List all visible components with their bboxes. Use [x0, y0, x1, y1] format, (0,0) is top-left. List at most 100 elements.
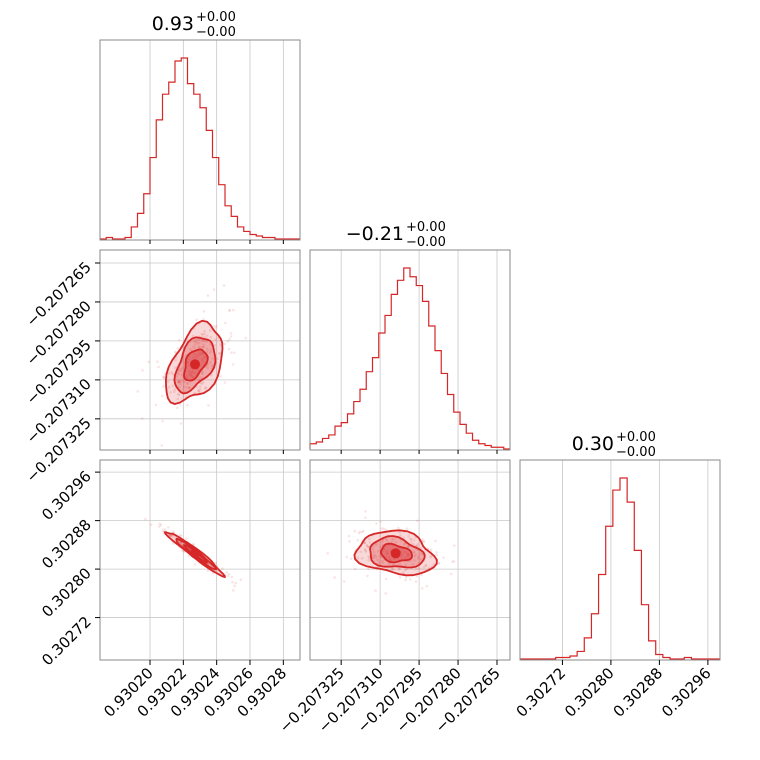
panel-1-0-sample-132 [186, 382, 190, 385]
panel-2-0-sample-87 [221, 567, 224, 570]
title-layer: 0.93 +0.00−0.00−0.21 +0.00−0.000.30 +0.00−0… [152, 10, 656, 460]
title-minus-1: −0.00 [406, 235, 446, 250]
panel-1-0-sample-135 [195, 353, 198, 357]
title-minus-2: −0.00 [616, 445, 656, 460]
panel-2-0-sample-24 [163, 528, 166, 531]
panel-1-0-sample-127 [214, 326, 217, 330]
panel-2-1-sample-136 [372, 556, 375, 560]
panel-2-1-sample-222 [371, 556, 375, 559]
scatter-layer [136, 284, 456, 595]
panel-2-0-sample-1 [169, 534, 172, 538]
panel-1-0-sample-170 [170, 371, 174, 374]
panel-2-0-frame [99, 459, 301, 661]
panel-1-0-sample-80 [203, 329, 206, 333]
panel-1-0-sample-41 [215, 324, 218, 328]
panel-1-0-sample-55 [183, 380, 187, 384]
panel-2-1-sample-115 [406, 544, 410, 548]
panel-1-0-sample-226 [179, 379, 182, 383]
title-2: 0.30 +0.00−0.00 [572, 430, 656, 460]
panel-2-1-sample-35 [368, 541, 372, 544]
panel-2-1-sample-231 [425, 584, 429, 588]
panel-2-1-sample-241 [366, 574, 369, 578]
panel-1-0-sample-125 [206, 347, 209, 351]
panel-1-0-sample-190 [161, 385, 165, 388]
panel-1-0-sample-238 [227, 347, 231, 351]
xtick-label-2-2: 0.30288 [610, 664, 667, 721]
panel-1-0-sample-48 [175, 374, 179, 378]
xtick-label-2-3: 0.30296 [658, 664, 715, 721]
panel-2-1-sample-197 [397, 526, 400, 530]
panel-2-1-sample-218 [407, 545, 410, 548]
panel-2-1-sample-95 [422, 565, 426, 569]
panel-2-1-sample-123 [348, 540, 351, 543]
panel-2-1-sample-16 [359, 550, 363, 554]
panel-1-0-sample-31 [192, 340, 196, 343]
panel-2-1-sample-106 [384, 592, 388, 595]
panel-2-0-sample-128 [169, 534, 172, 538]
panel-1-0-sample-216 [162, 376, 166, 379]
panel-2-1-sample-172 [381, 540, 384, 544]
panel-1-0-sample-242 [228, 338, 231, 341]
panel-1-0-sample-74 [167, 386, 171, 389]
panel-2-0-sample-185 [227, 572, 231, 576]
panel-1-0-sample-217 [230, 351, 233, 354]
panel-2-1-sample-232 [435, 553, 439, 557]
panel-1-0-sample-114 [176, 380, 180, 383]
panel-1-0-sample-79 [194, 340, 198, 344]
panel-2-1-sample-26 [394, 541, 398, 544]
panel-2-1-sample-213 [380, 527, 384, 530]
panel-1-0-sample-256 [198, 385, 202, 388]
panel-1-0-sample-246 [207, 404, 210, 407]
panel-1-0-sample-227 [199, 381, 203, 385]
panel-1-0-sample-75 [214, 338, 217, 341]
panel-1-0-sample-200 [197, 346, 201, 349]
panel-2-1-sample-34 [379, 545, 382, 549]
panel-1-0-sample-187 [161, 419, 164, 423]
panel-1-0-sample-22 [200, 371, 204, 375]
panel-2-1-sample-230 [365, 543, 369, 547]
panel-2-0-sample-183 [232, 589, 235, 592]
panel-2-1-sample-152 [356, 556, 360, 560]
panel-2-1-sample-191 [376, 549, 380, 553]
panel-2-1-sample-243 [363, 541, 366, 545]
panel-2-1-sample-87 [381, 561, 385, 564]
panel-1-0-sample-239 [195, 318, 199, 322]
panel-2-0-sample-182 [239, 578, 243, 581]
panel-1-0-sample-0 [233, 351, 236, 354]
panel-1-0-sample-240 [140, 417, 144, 420]
panel-1-0-sample-203 [177, 381, 180, 384]
panel-1-0-sample-58 [202, 343, 205, 346]
panel-1-0-sample-54 [166, 380, 170, 383]
panel-2-1-sample-101 [385, 538, 389, 542]
panel-1-0-sample-38 [184, 390, 187, 393]
panel-1-0-sample-9 [201, 369, 204, 373]
histogram-layer [100, 57, 720, 660]
panel-1-0-sample-128 [204, 356, 207, 359]
panel-2-0-sample-235 [171, 530, 175, 533]
panel-1-0-sample-12 [191, 370, 194, 374]
panel-1-0-sample-197 [228, 309, 231, 313]
panel-2-0-sample-179 [214, 561, 217, 565]
panel-1-0-sample-141 [205, 334, 209, 338]
panel-2-1-sample-176 [375, 543, 378, 546]
panel-1-0-sample-231 [206, 294, 210, 297]
panel-2-0-sample-259 [149, 523, 153, 526]
panel-2-0-sample-194 [166, 526, 170, 529]
panel-1-0-sample-10 [189, 374, 193, 377]
panel-1-0-sample-223 [202, 310, 206, 313]
panel-1-0-sample-215 [160, 444, 164, 447]
panel-1-0-sample-95 [189, 372, 193, 375]
panel-2-0-sample-29 [158, 525, 161, 528]
panel-2-0-sample-226 [191, 542, 195, 546]
panel-2-1-sample-174 [429, 548, 433, 551]
panel-1-0-sample-172 [180, 369, 183, 373]
panel-1-0-sample-146 [163, 376, 166, 380]
panel-2-1-sample-94 [400, 553, 404, 556]
panel-1-0-sample-25 [188, 373, 192, 376]
panel-2-1-sample-20 [367, 537, 371, 541]
panel-1-0-sample-29 [193, 347, 197, 350]
panel-1-0-sample-45 [191, 334, 195, 338]
panel-1-0-sample-236 [179, 422, 183, 425]
panel-1-0-sample-165 [174, 358, 177, 362]
panel-2-0-sample-189 [144, 517, 147, 521]
